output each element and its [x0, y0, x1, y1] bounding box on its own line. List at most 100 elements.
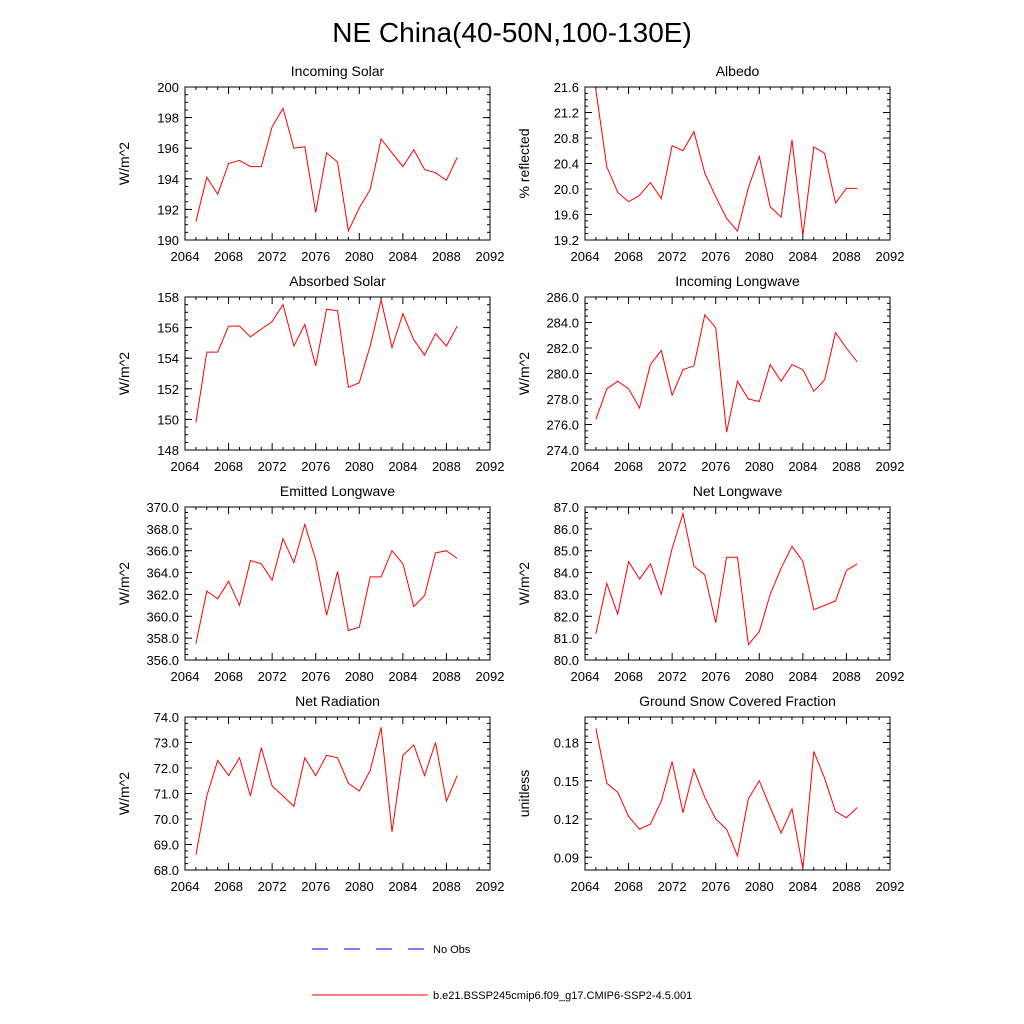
x-tick-label: 2080	[745, 249, 774, 264]
plot-frame	[184, 716, 491, 871]
x-tick-label: 2080	[745, 879, 774, 894]
x-tick-label: 2076	[701, 879, 730, 894]
x-tick-label: 2092	[876, 669, 905, 684]
x-tick-label: 2076	[701, 249, 730, 264]
x-tick-label: 2084	[388, 459, 417, 474]
series-line	[595, 511, 858, 646]
chart-panel: 2064 2068 2072 2076 2080 2084 2088 2092 68.0 69.0…	[116, 693, 504, 894]
x-tick-label: 2088	[432, 249, 461, 264]
chart-panel: 2064 2068 2072 2076 2080 2084 2088 2092 80.0 81.0…	[516, 483, 904, 684]
y-axis-label: W/m^2	[516, 562, 532, 605]
panel-title: Incoming Solar	[291, 63, 385, 79]
y-tick-label: 83.0	[554, 587, 579, 602]
panel-title: Net Longwave	[693, 483, 783, 499]
y-tick-label: 190	[157, 233, 179, 248]
y-tick-label: 362.0	[146, 587, 179, 602]
y-tick-label: 356.0	[146, 653, 179, 668]
y-tick-label: 366.0	[146, 544, 179, 559]
y-tick-label: 192	[157, 202, 179, 217]
y-tick-label: 21.2	[554, 106, 579, 121]
x-tick-label: 2072	[258, 669, 287, 684]
plot-frame	[184, 296, 491, 451]
y-tick-label: 72.0	[154, 761, 179, 776]
y-tick-label: 152	[157, 382, 179, 397]
y-tick-label: 154	[157, 351, 179, 366]
x-tick-label: 2064	[171, 669, 200, 684]
x-tick-label: 2064	[171, 879, 200, 894]
x-tick-label: 2072	[658, 669, 687, 684]
x-tick-label: 2088	[432, 459, 461, 474]
x-tick-label: 2064	[171, 459, 200, 474]
x-tick-label: 2092	[876, 459, 905, 474]
legend: No Obs b.e21.BSSP245cmip6.f09_g17.CMIP6-…	[312, 944, 692, 1002]
y-tick-label: 73.0	[154, 736, 179, 751]
chart-panel: 2064 2068 2072 2076 2080 2084 2088 2092 190 192 19…	[116, 63, 504, 264]
y-tick-label: 20.4	[554, 157, 579, 172]
series-line	[595, 313, 858, 433]
x-tick-label: 2084	[388, 249, 417, 264]
x-tick-label: 2080	[745, 459, 774, 474]
plot-frame	[584, 296, 891, 451]
x-tick-label: 2080	[345, 249, 374, 264]
y-tick-label: 74.0	[154, 710, 179, 725]
plot-frame	[184, 86, 491, 241]
y-tick-label: 370.0	[146, 500, 179, 515]
x-tick-label: 2088	[832, 249, 861, 264]
y-tick-label: 69.0	[154, 838, 179, 853]
x-tick-label: 2076	[301, 669, 330, 684]
x-tick-label: 2088	[432, 669, 461, 684]
series-line	[595, 90, 858, 236]
x-tick-label: 2064	[571, 459, 600, 474]
series-line	[195, 727, 458, 855]
x-tick-label: 2072	[658, 879, 687, 894]
plot-frame	[584, 86, 891, 241]
y-tick-label: 20.8	[554, 131, 579, 146]
y-tick-label: 278.0	[546, 392, 579, 407]
x-tick-label: 2068	[214, 459, 243, 474]
chart-panel: 2064 2068 2072 2076 2080 2084 2088 2092 0.09 0.12…	[516, 693, 904, 894]
x-tick-label: 2072	[658, 459, 687, 474]
y-tick-label: 0.12	[554, 812, 579, 827]
series-line	[195, 299, 458, 423]
x-tick-label: 2092	[876, 879, 905, 894]
y-axis-label: unitless	[516, 770, 532, 817]
plot-frame	[584, 716, 891, 871]
y-tick-label: 86.0	[554, 522, 579, 537]
y-tick-label: 276.0	[546, 418, 579, 433]
x-tick-label: 2084	[788, 669, 817, 684]
y-tick-label: 81.0	[554, 631, 579, 646]
x-tick-label: 2068	[214, 249, 243, 264]
x-tick-label: 2072	[258, 459, 287, 474]
x-tick-label: 2072	[658, 249, 687, 264]
x-tick-label: 2076	[301, 459, 330, 474]
y-tick-label: 360.0	[146, 609, 179, 624]
y-tick-label: 194	[157, 172, 179, 187]
x-tick-label: 2072	[258, 879, 287, 894]
y-tick-label: 87.0	[554, 500, 579, 515]
x-tick-label: 2064	[571, 249, 600, 264]
chart-panel: 2064 2068 2072 2076 2080 2084 2088 2092 148 150 15…	[116, 273, 504, 474]
y-tick-label: 21.6	[554, 80, 579, 95]
x-tick-label: 2068	[214, 669, 243, 684]
y-axis-label: W/m^2	[116, 352, 132, 395]
y-tick-label: 284.0	[546, 316, 579, 331]
y-tick-label: 196	[157, 141, 179, 156]
y-tick-label: 148	[157, 443, 179, 458]
y-tick-label: 364.0	[146, 566, 179, 581]
x-tick-label: 2076	[301, 879, 330, 894]
y-axis-label: W/m^2	[116, 772, 132, 815]
series-line	[195, 107, 458, 233]
x-tick-label: 2080	[345, 669, 374, 684]
y-tick-label: 0.15	[554, 774, 579, 789]
y-axis-label: W/m^2	[516, 352, 532, 395]
chart-panel: 2064 2068 2072 2076 2080 2084 2088 2092 356.0 358…	[116, 483, 504, 684]
y-tick-label: 158	[157, 290, 179, 305]
chart-panel: 2064 2068 2072 2076 2080 2084 2088 2092 19.2 19.6…	[516, 63, 904, 264]
x-tick-label: 2080	[345, 459, 374, 474]
x-tick-label: 2092	[476, 459, 505, 474]
legend-obs-label: No Obs	[433, 944, 471, 956]
x-tick-label: 2092	[476, 879, 505, 894]
panel-title: Net Radiation	[295, 693, 380, 709]
x-tick-label: 2076	[701, 459, 730, 474]
